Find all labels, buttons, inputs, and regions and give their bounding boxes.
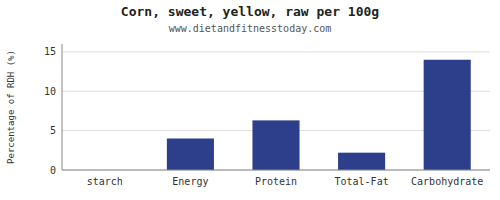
bars: [167, 60, 471, 170]
y-tick-label: 10: [44, 86, 56, 97]
x-axis-line: [62, 170, 490, 171]
bar: [167, 139, 214, 171]
bar: [252, 120, 299, 170]
bar: [338, 153, 385, 170]
y-tick-label: 0: [50, 165, 56, 176]
y-tick-label: 5: [50, 125, 56, 136]
y-axis-label: Percentage of RDH (%): [6, 50, 16, 164]
subtitle: www.dietandfitnesstoday.com: [169, 23, 332, 34]
grid-line: [62, 170, 490, 171]
y-axis-line: [62, 44, 63, 170]
grid-line: [62, 51, 490, 52]
y-tick-label: 15: [44, 46, 56, 57]
x-tick-label: Carbohydrate: [411, 176, 483, 187]
x-tick-label: Protein: [255, 176, 297, 187]
x-tick-label: starch: [87, 176, 123, 187]
x-tick-label: Total-Fat: [335, 176, 389, 187]
bar: [424, 60, 471, 170]
chart-svg: Corn, sweet, yellow, raw per 100g www.die…: [0, 0, 500, 200]
chart-container: Corn, sweet, yellow, raw per 100g www.die…: [0, 0, 500, 200]
grid: [62, 52, 490, 170]
x-tick-label: Energy: [172, 176, 208, 187]
title: Corn, sweet, yellow, raw per 100g: [121, 4, 379, 19]
